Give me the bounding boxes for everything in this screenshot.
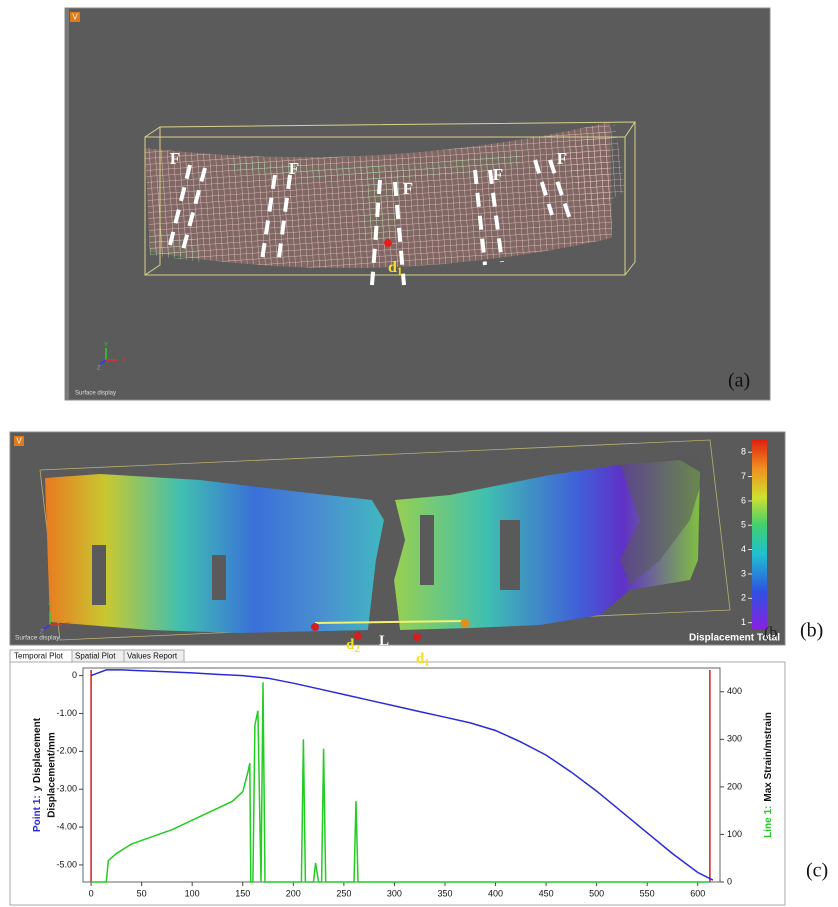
span-label-main: L (379, 633, 389, 649)
y-tick-label: 0 (72, 670, 77, 680)
x-tick-label: 100 (185, 888, 200, 898)
axis-triad-label: X (66, 623, 70, 629)
colorbar-unit: Displacement/mm (686, 646, 772, 657)
series-line (90, 669, 714, 881)
colorbar-tick-label: 4 (741, 544, 746, 554)
y2-tick-label: 100 (727, 829, 742, 839)
panel-caption: (c) (806, 860, 828, 882)
y2-tick-label: 400 (727, 686, 742, 696)
point-label-main: d (416, 651, 425, 667)
y-axis-label-unit: Displacement/mm (47, 732, 58, 818)
panel-caption-inner: (b (764, 625, 777, 642)
corner-icon[interactable]: V (72, 13, 78, 22)
colorbar-tick-label: 2 (741, 593, 746, 603)
colorbar-tick-label: 5 (741, 520, 746, 530)
tab[interactable]: Spatial Plot (75, 652, 116, 661)
point-marker (413, 633, 421, 641)
corner-icon-bg[interactable] (70, 12, 80, 22)
plot-area (82, 667, 721, 883)
x-tick-label: 50 (137, 888, 147, 898)
crack-lines (168, 159, 574, 286)
x-tick-label: 450 (539, 888, 554, 898)
axis-triad-label: Y (104, 343, 108, 349)
force-label: F (289, 159, 299, 178)
y2-tick-label: 200 (727, 781, 742, 791)
x-tick-label: 400 (488, 888, 503, 898)
y-tick-label: -1.00 (56, 708, 77, 718)
series-line (91, 682, 710, 883)
point-label-sub: 2 (354, 644, 359, 655)
force-label: F (170, 149, 180, 168)
corner-icon-bg[interactable] (14, 436, 24, 446)
point-marker (311, 623, 319, 631)
point-marker (384, 239, 392, 247)
y-tick-label: -3.00 (56, 784, 77, 794)
corner-icon[interactable]: V (16, 437, 22, 446)
axis-triad-label: X (122, 359, 126, 365)
x-tick-label: 200 (286, 888, 301, 898)
axis-triad-label: Z (97, 366, 101, 372)
x-tick-label: 300 (387, 888, 402, 898)
axis-triad-label: Y (48, 604, 52, 610)
point-label-main: d (388, 259, 397, 276)
point-marker (354, 632, 362, 640)
x-tick-label: 550 (640, 888, 655, 898)
y-tick-label: -5.00 (56, 859, 77, 869)
series-name: Point 1: (32, 795, 43, 832)
span-label: L (379, 633, 389, 649)
point-label: d2 (346, 637, 360, 655)
point-label-sub: 1 (397, 266, 403, 278)
axis-triad-a (99, 348, 118, 365)
y-axis-label: Point 1: y Displacement (32, 717, 43, 832)
footer: Surface display (15, 635, 60, 642)
x-tick-label: 500 (589, 888, 604, 898)
y2-tick-label: 300 (727, 734, 742, 744)
tab[interactable]: Values Report (127, 652, 178, 661)
x-tick-label: 250 (336, 888, 351, 898)
point-marker (460, 618, 470, 628)
colorbar-tick-label: 3 (741, 568, 746, 578)
panel-caption: (a) (728, 370, 750, 392)
tab[interactable]: Temporal Plot (14, 652, 64, 661)
viewport-edge (65, 8, 69, 400)
y2-axis-label-text: Max Strain/mstrain (763, 712, 774, 801)
displacement-surface (45, 455, 705, 633)
colorbar-tick-label: 6 (741, 495, 746, 505)
colorbar-tick-label: 7 (741, 471, 746, 481)
x-tick-label: 350 (437, 888, 452, 898)
y-tick-label: -2.00 (56, 746, 77, 756)
y2-tick-label: 0 (727, 876, 732, 886)
colorbar (752, 440, 767, 630)
colorbar-tick-label: 1 (741, 617, 746, 627)
tab-bar (9, 649, 185, 663)
footer: Surface display (75, 391, 116, 397)
axis-triad-label: Z (40, 630, 44, 636)
y2-axis-label: Line 1: Max Strain/mstrain (763, 712, 774, 838)
point-label-main: d (346, 637, 355, 653)
colorbar-title: Displacement Total (689, 633, 780, 644)
panel-caption: (b) (800, 620, 823, 642)
point-label-sub: 1 (424, 658, 429, 669)
span-line (314, 620, 466, 624)
force-label: F (557, 149, 567, 168)
x-tick-label: 0 (89, 888, 94, 898)
bounding-box (144, 121, 636, 276)
axis-triad-b (43, 612, 62, 630)
x-tick-label: 150 (235, 888, 250, 898)
point-label: d1 (416, 651, 430, 669)
x-tick-label: 600 (690, 888, 705, 898)
point-label: d1 (388, 259, 403, 278)
y-axis-label-text: y Displacement (32, 717, 43, 791)
y-tick-label: -4.00 (56, 821, 77, 831)
force-label: F (403, 179, 413, 198)
force-label: F (493, 165, 503, 184)
series-name: Line 1: (763, 806, 774, 838)
colorbar-tick-label: 8 (741, 447, 746, 457)
